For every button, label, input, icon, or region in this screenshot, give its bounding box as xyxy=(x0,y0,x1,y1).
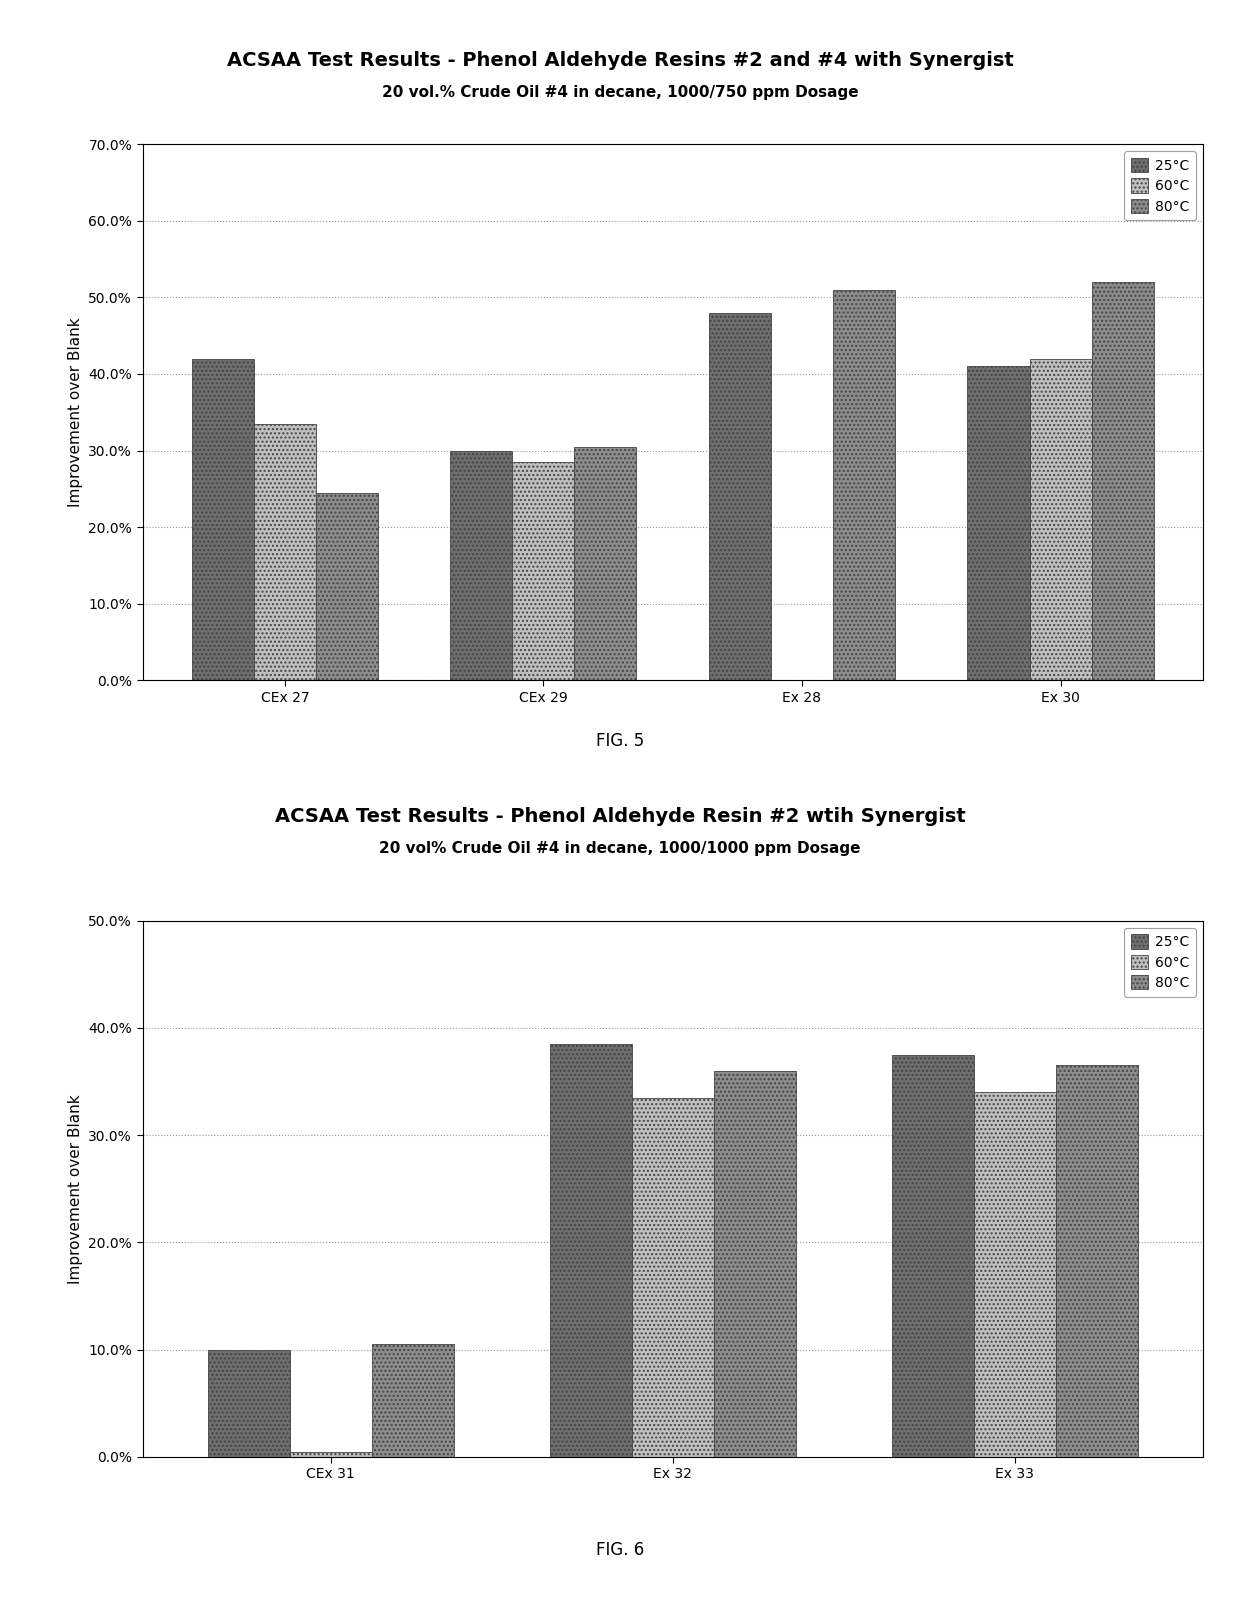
Bar xyxy=(207,1350,290,1457)
Text: 20 vol% Crude Oil #4 in decane, 1000/1000 ppm Dosage: 20 vol% Crude Oil #4 in decane, 1000/100… xyxy=(379,841,861,857)
Bar xyxy=(973,1092,1055,1457)
Bar xyxy=(1055,1065,1138,1457)
Bar xyxy=(709,312,771,680)
Bar xyxy=(549,1044,631,1457)
Bar xyxy=(290,1452,372,1457)
Bar xyxy=(372,1345,454,1457)
Bar xyxy=(254,424,316,680)
Bar xyxy=(631,1098,714,1457)
Bar xyxy=(892,1055,973,1457)
Bar xyxy=(714,1071,796,1457)
Text: FIG. 5: FIG. 5 xyxy=(596,732,644,751)
Bar xyxy=(1029,359,1091,680)
Bar xyxy=(316,493,378,680)
Bar xyxy=(450,450,512,680)
Text: ACSAA Test Results - Phenol Aldehyde Resin #2 wtih Synergist: ACSAA Test Results - Phenol Aldehyde Res… xyxy=(274,807,966,826)
Bar xyxy=(833,290,895,680)
Y-axis label: Improvement over Blank: Improvement over Blank xyxy=(68,1093,83,1284)
Bar xyxy=(512,463,574,680)
Legend: 25°C, 60°C, 80°C: 25°C, 60°C, 80°C xyxy=(1123,150,1195,221)
Text: 20 vol.% Crude Oil #4 in decane, 1000/750 ppm Dosage: 20 vol.% Crude Oil #4 in decane, 1000/75… xyxy=(382,85,858,101)
Bar xyxy=(1091,282,1153,680)
Legend: 25°C, 60°C, 80°C: 25°C, 60°C, 80°C xyxy=(1123,927,1195,997)
Text: FIG. 6: FIG. 6 xyxy=(596,1540,644,1559)
Y-axis label: Improvement over Blank: Improvement over Blank xyxy=(68,317,83,508)
Bar xyxy=(192,359,254,680)
Bar xyxy=(574,447,636,680)
Bar xyxy=(967,367,1029,680)
Text: ACSAA Test Results - Phenol Aldehyde Resins #2 and #4 with Synergist: ACSAA Test Results - Phenol Aldehyde Res… xyxy=(227,51,1013,70)
